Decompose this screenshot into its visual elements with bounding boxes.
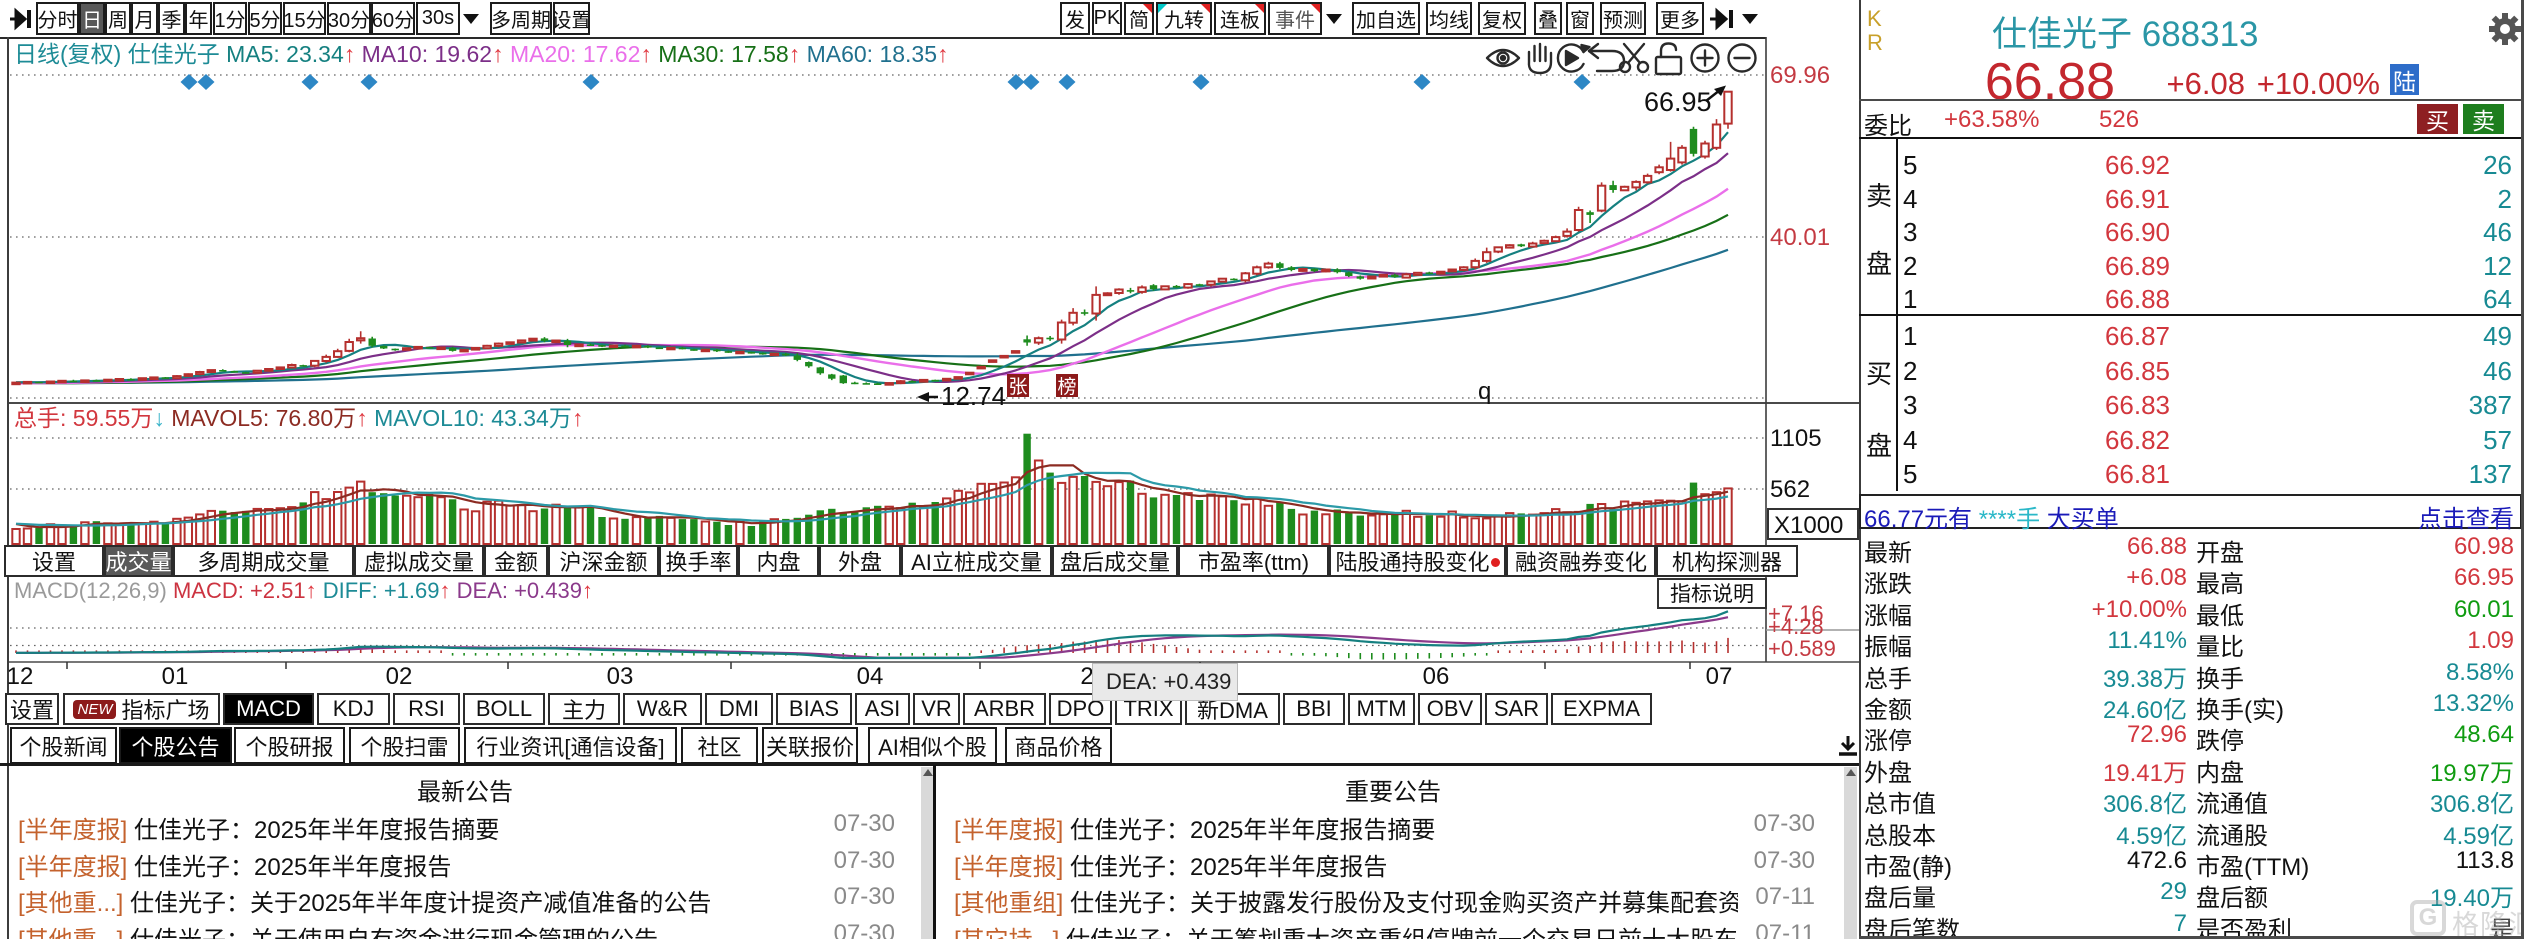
svg-text:04: 04 [857, 663, 884, 690]
svg-text:q: q [1478, 378, 1491, 405]
svg-text:69.96: 69.96 [1770, 62, 1830, 89]
svg-text:指标说明: 指标说明 [1670, 583, 1754, 606]
svg-text:+4.28: +4.28 [1768, 614, 1824, 639]
svg-text:66.95: 66.95 [1644, 87, 1712, 117]
svg-text:06: 06 [1423, 663, 1450, 690]
svg-text:MACD(12,26,9) MACD: +2.51↑ DIF: MACD(12,26,9) MACD: +2.51↑ DIFF: +1.69↑ … [14, 578, 593, 603]
svg-text:榜: 榜 [1057, 376, 1076, 398]
svg-text:1105: 1105 [1770, 425, 1822, 452]
svg-text:+0.589: +0.589 [1768, 636, 1836, 661]
svg-text:日线(复权) 仕佳光子 MA5: 23.34↑ MA10: 日线(复权) 仕佳光子 MA5: 23.34↑ MA10: 19.62↑ MA2… [14, 41, 949, 67]
svg-text:张: 张 [1008, 376, 1027, 398]
svg-text:12.74: 12.74 [941, 381, 1006, 411]
svg-text:07: 07 [1706, 663, 1733, 690]
svg-text:+7.16: +7.16 [1768, 601, 1824, 626]
svg-text:12: 12 [7, 663, 34, 690]
svg-text:总手: 59.55万↓ MAVOL5: 76.80万↑ MA: 总手: 59.55万↓ MAVOL5: 76.80万↑ MAVOL10: 43.… [14, 405, 583, 431]
svg-text:03: 03 [607, 663, 634, 690]
svg-text:01: 01 [162, 663, 189, 690]
svg-text:2: 2 [1080, 663, 1093, 690]
svg-text:562: 562 [1770, 476, 1810, 503]
svg-text:X1000: X1000 [1774, 512, 1843, 539]
svg-text:40.01: 40.01 [1770, 224, 1830, 251]
svg-text:02: 02 [386, 663, 413, 690]
